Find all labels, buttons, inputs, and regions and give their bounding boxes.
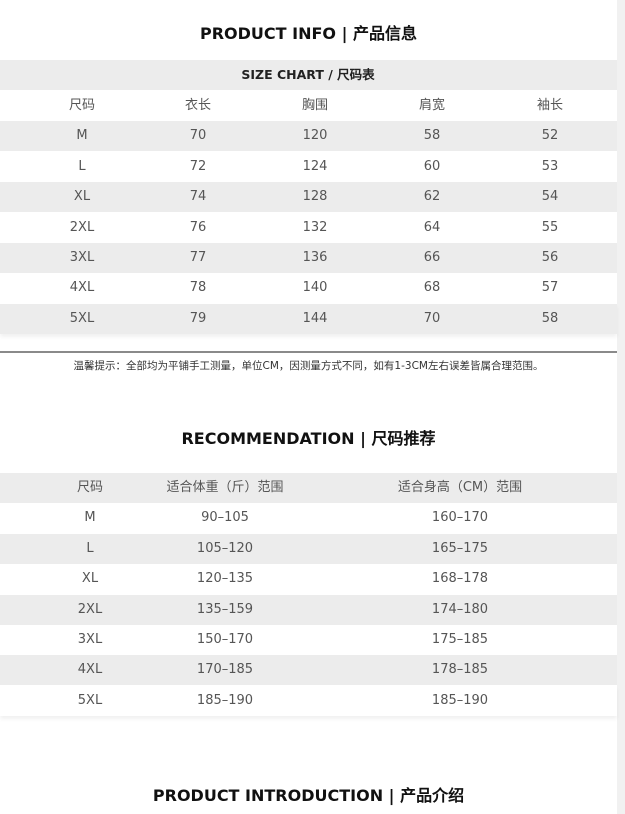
table-header-row: 尺码 衣长 胸围 肩宽 袖长 (0, 91, 617, 121)
table-cell: 185–190 (196, 692, 254, 708)
table-cell: 90–105 (201, 510, 249, 526)
separator-line (0, 351, 617, 353)
table-cell: 78 (189, 280, 207, 296)
table-header-row: 尺码 适合体重（斤）范围 适合身高（CM）范围 (0, 473, 617, 503)
table-cell: 62 (423, 189, 441, 205)
table-cell: L (78, 158, 86, 174)
table-row: 2XL 76 132 64 55 (0, 213, 617, 243)
table-cell: 58 (541, 310, 559, 326)
table-row: M 90–105 160–170 (0, 503, 617, 533)
table-cell: 150–170 (196, 632, 254, 647)
table-cell: 64 (423, 219, 441, 235)
measurement-note: 温馨提示：全部均为平铺手工测量，单位CM，因测量方式不同，如有1-3CM左右误差… (73, 360, 544, 372)
table-cell: 55 (541, 219, 559, 235)
table-cell: 70 (423, 310, 441, 326)
table-cell: 72 (189, 158, 207, 174)
column-header: 适合体重（斤）范围 (166, 480, 284, 495)
table-cell: 70 (189, 128, 207, 144)
table-row: 5XL 185–190 185–190 (0, 686, 617, 716)
table-cell: 56 (541, 250, 559, 265)
table-cell: 165–175 (431, 540, 489, 556)
table-cell: M (76, 128, 88, 144)
table-cell: 52 (541, 128, 559, 144)
column-header: 适合身高（CM）范围 (397, 480, 523, 495)
table-cell: M (84, 510, 96, 526)
table-cell: 60 (423, 158, 441, 174)
table-cell: 57 (541, 280, 559, 296)
table-cell: 66 (423, 250, 441, 265)
table-cell: 74 (189, 189, 207, 205)
table-row: L 105–120 165–175 (0, 533, 617, 564)
table-cell: XL (81, 571, 99, 587)
table-row: 4XL 78 140 68 57 (0, 273, 617, 303)
table-cell: 54 (541, 189, 559, 205)
product-introduction-title: PRODUCT INTRODUCTION | 产品介绍 (152, 786, 465, 805)
column-header: 衣长 (184, 98, 212, 113)
table-cell: 3XL (69, 250, 95, 265)
recommendation-title: RECOMMENDATION | 尺码推荐 (181, 429, 436, 448)
column-header: 尺码 (68, 98, 96, 113)
table-cell: XL (73, 189, 91, 205)
table-row: M 70 120 58 52 (0, 121, 617, 152)
table-cell: 124 (302, 158, 328, 174)
table-cell: 136 (302, 250, 328, 265)
table-cell: 4XL (77, 662, 103, 678)
table-cell: L (86, 540, 94, 556)
table-cell: 128 (302, 189, 328, 205)
table-cell: 140 (302, 280, 328, 296)
size-chart-title: SIZE CHART / 尺码表 (241, 67, 375, 82)
table-cell: 2XL (69, 219, 95, 235)
size-chart-title-row: SIZE CHART / 尺码表 (0, 60, 617, 90)
table-cell: 76 (189, 219, 207, 235)
column-header: 肩宽 (418, 98, 446, 113)
table-cell: 160–170 (431, 510, 489, 526)
table-row: 3XL 150–170 175–185 (0, 625, 617, 655)
table-row: 3XL 77 136 66 56 (0, 243, 617, 273)
table-cell: 68 (423, 280, 441, 296)
table-cell: 53 (541, 158, 559, 174)
table-cell: 178–185 (431, 662, 489, 678)
table-cell: 120–135 (196, 571, 254, 587)
table-cell: 2XL (77, 601, 103, 617)
table-cell: 168–178 (431, 571, 489, 587)
table-cell: 132 (302, 219, 328, 235)
table-cell: 120 (302, 128, 328, 144)
table-cell: 79 (189, 310, 207, 326)
table-cell: 144 (302, 310, 328, 326)
table-cell: 135–159 (196, 601, 254, 617)
table-cell: 5XL (77, 692, 103, 708)
table-row: L 72 124 60 53 (0, 152, 617, 182)
table-row: 5XL 79 144 70 58 (0, 303, 617, 334)
table-cell: 174–180 (431, 601, 489, 617)
table-row: 2XL 135–159 174–180 (0, 594, 617, 625)
table-cell: 4XL (69, 280, 95, 296)
table-cell: 77 (189, 250, 207, 265)
column-header: 袖长 (536, 98, 564, 113)
table-row: XL 74 128 62 54 (0, 182, 617, 213)
product-info-title: PRODUCT INFO | 产品信息 (199, 24, 417, 43)
table-cell: 58 (423, 128, 441, 144)
table-cell: 170–185 (196, 662, 254, 678)
table-row: 4XL 170–185 178–185 (0, 655, 617, 686)
right-edge-strip (617, 0, 625, 814)
column-header: 胸围 (301, 98, 329, 113)
table-cell: 185–190 (431, 692, 489, 708)
table-cell: 175–185 (431, 632, 489, 647)
table-row: XL 120–135 168–178 (0, 564, 617, 594)
column-header: 尺码 (76, 480, 104, 495)
table-cell: 105–120 (196, 540, 254, 556)
table-cell: 3XL (77, 632, 103, 647)
table-cell: 5XL (69, 310, 95, 326)
